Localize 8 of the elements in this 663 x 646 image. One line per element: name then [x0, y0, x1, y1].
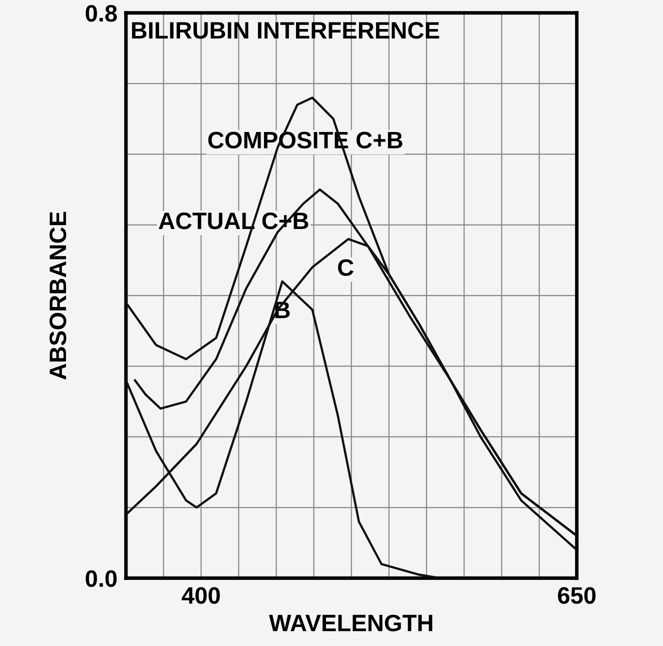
- x-axis-title: WAVELENGTH: [268, 614, 432, 632]
- chart-title: BILIRUBIN INTERFERENCE: [132, 22, 440, 39]
- x-tick-label: 400: [182, 587, 220, 604]
- x-tick-label: 650: [558, 587, 596, 604]
- y-tick-label: 0.0: [86, 570, 117, 587]
- annotation: C: [338, 259, 354, 276]
- y-tick-label: 0.8: [86, 4, 117, 22]
- y-axis-title: ABSORBANCE: [50, 212, 66, 380]
